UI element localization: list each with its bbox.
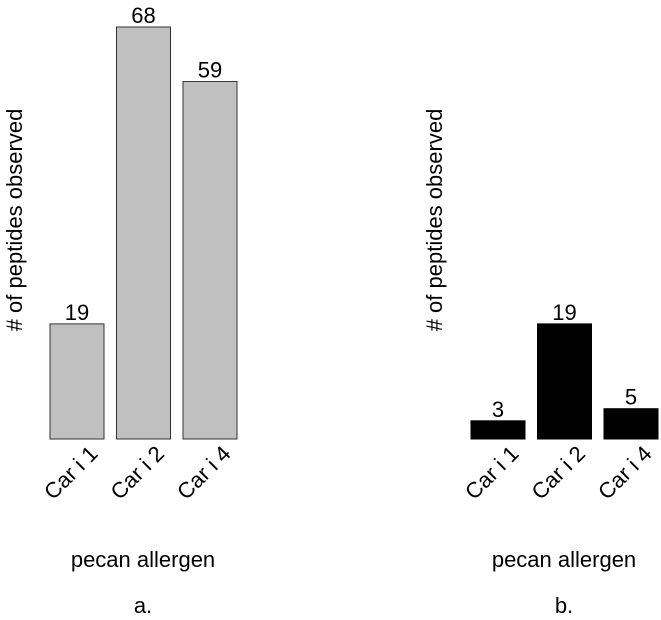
x-tick-label-car-i-1: Car i 1 [460,441,523,504]
data-label-group: 3 19 5 [492,300,637,422]
x-tick-label-car-i-4: Car i 4 [593,441,656,504]
x-tick-label-car-i-2: Car i 2 [527,441,590,504]
data-label-group: 19 68 59 [65,3,222,325]
bar-car-i-1 [470,420,526,440]
bar-car-i-4 [182,81,238,440]
x-tick-label-group: Car i 1 Car i 2 Car i 4 [460,441,656,504]
x-axis-label: pecan allergen [71,547,215,572]
x-tick-label-car-i-1: Car i 1 [39,441,102,504]
bar-car-i-2 [537,323,592,440]
bar-car-i-1 [49,323,105,440]
x-tick-label-group: Car i 1 Car i 2 Car i 4 [39,441,235,504]
bar-car-i-4 [603,408,659,440]
data-label-car-i-4: 5 [625,385,637,410]
data-label-car-i-2: 19 [552,300,576,325]
data-label-car-i-4: 59 [198,58,222,83]
bar-group [49,26,238,440]
panel-label: a. [134,593,152,618]
panel-label: b. [555,593,573,618]
y-axis-label: # of peptides observed [2,109,27,332]
data-label-car-i-1: 19 [65,300,89,325]
bar-group [470,323,659,440]
data-label-car-i-2: 68 [131,3,155,28]
bar-car-i-2 [116,26,171,440]
x-tick-label-car-i-2: Car i 2 [106,441,169,504]
data-label-car-i-1: 3 [492,397,504,422]
x-tick-label-car-i-4: Car i 4 [172,441,235,504]
y-axis-label: # of peptides observed [422,109,447,332]
x-axis-label: pecan allergen [492,547,636,572]
